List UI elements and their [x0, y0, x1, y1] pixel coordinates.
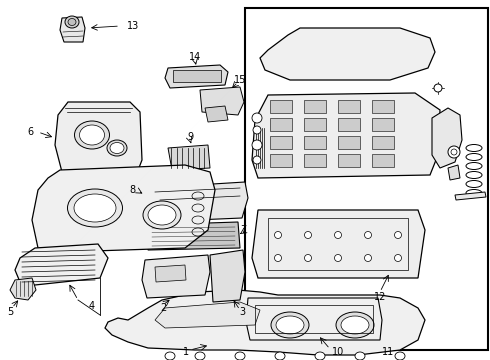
Text: 6: 6 [27, 127, 33, 137]
Polygon shape [270, 136, 292, 149]
Polygon shape [143, 182, 248, 222]
Ellipse shape [365, 231, 371, 238]
Text: 12: 12 [374, 292, 386, 302]
Ellipse shape [274, 255, 281, 261]
Polygon shape [372, 100, 394, 113]
Polygon shape [270, 118, 292, 131]
Ellipse shape [79, 125, 104, 145]
Ellipse shape [235, 352, 245, 360]
Ellipse shape [335, 255, 342, 261]
Polygon shape [205, 106, 228, 122]
Ellipse shape [304, 255, 312, 261]
Polygon shape [338, 154, 360, 167]
Ellipse shape [271, 312, 309, 338]
Text: 7: 7 [240, 225, 246, 235]
Ellipse shape [165, 352, 175, 360]
Text: 13: 13 [127, 21, 139, 31]
Ellipse shape [253, 156, 261, 164]
Polygon shape [210, 250, 245, 302]
Ellipse shape [395, 352, 405, 360]
Polygon shape [270, 100, 292, 113]
Ellipse shape [341, 316, 369, 334]
Polygon shape [60, 17, 85, 42]
Polygon shape [165, 65, 228, 88]
Ellipse shape [148, 205, 176, 225]
Polygon shape [304, 100, 326, 113]
Polygon shape [155, 302, 260, 328]
Bar [245, 8, 488, 350]
Polygon shape [105, 290, 425, 355]
Polygon shape [260, 28, 435, 80]
Polygon shape [338, 118, 360, 131]
Ellipse shape [434, 84, 442, 92]
Polygon shape [142, 255, 210, 298]
Ellipse shape [275, 352, 285, 360]
Polygon shape [15, 244, 108, 285]
Ellipse shape [252, 113, 262, 123]
Text: 5: 5 [7, 307, 13, 317]
Polygon shape [155, 265, 186, 282]
Text: 10: 10 [332, 347, 344, 357]
Polygon shape [432, 108, 462, 168]
Text: 3: 3 [239, 307, 245, 317]
Text: 1: 1 [183, 347, 189, 357]
Polygon shape [246, 298, 382, 340]
Polygon shape [338, 136, 360, 149]
Ellipse shape [276, 316, 304, 334]
Text: 11: 11 [382, 347, 394, 357]
Polygon shape [304, 154, 326, 167]
Ellipse shape [394, 255, 401, 261]
Ellipse shape [74, 194, 116, 222]
Ellipse shape [253, 126, 261, 134]
Ellipse shape [65, 16, 79, 28]
Text: 14: 14 [189, 52, 201, 62]
Polygon shape [372, 136, 394, 149]
Ellipse shape [68, 18, 76, 26]
Ellipse shape [143, 201, 181, 229]
Ellipse shape [448, 146, 460, 158]
Bar [268, 218, 408, 270]
Ellipse shape [336, 312, 374, 338]
Polygon shape [455, 192, 486, 200]
Ellipse shape [274, 231, 281, 238]
Ellipse shape [195, 352, 205, 360]
Ellipse shape [315, 352, 325, 360]
Ellipse shape [355, 352, 365, 360]
Ellipse shape [365, 255, 371, 261]
Ellipse shape [394, 231, 401, 238]
Polygon shape [252, 210, 425, 278]
Ellipse shape [335, 231, 342, 238]
Polygon shape [32, 165, 215, 252]
Text: 8: 8 [129, 185, 135, 195]
Polygon shape [304, 136, 326, 149]
Polygon shape [304, 118, 326, 131]
Ellipse shape [451, 149, 457, 155]
Polygon shape [168, 145, 210, 170]
Ellipse shape [110, 143, 124, 153]
Text: 4: 4 [89, 301, 95, 311]
Ellipse shape [304, 231, 312, 238]
Polygon shape [10, 278, 36, 300]
Ellipse shape [252, 140, 262, 150]
Ellipse shape [107, 140, 127, 156]
Polygon shape [372, 118, 394, 131]
Text: 9: 9 [187, 132, 193, 142]
Ellipse shape [68, 189, 122, 227]
Polygon shape [338, 100, 360, 113]
Polygon shape [448, 165, 460, 180]
Bar [255, 305, 373, 333]
Ellipse shape [74, 121, 109, 149]
Text: 2: 2 [160, 303, 166, 313]
Polygon shape [252, 93, 440, 178]
Bar [173, 70, 221, 82]
Polygon shape [148, 222, 240, 250]
Polygon shape [270, 154, 292, 167]
Polygon shape [372, 154, 394, 167]
Polygon shape [55, 102, 142, 180]
Text: 15: 15 [234, 75, 246, 85]
Polygon shape [200, 87, 244, 115]
